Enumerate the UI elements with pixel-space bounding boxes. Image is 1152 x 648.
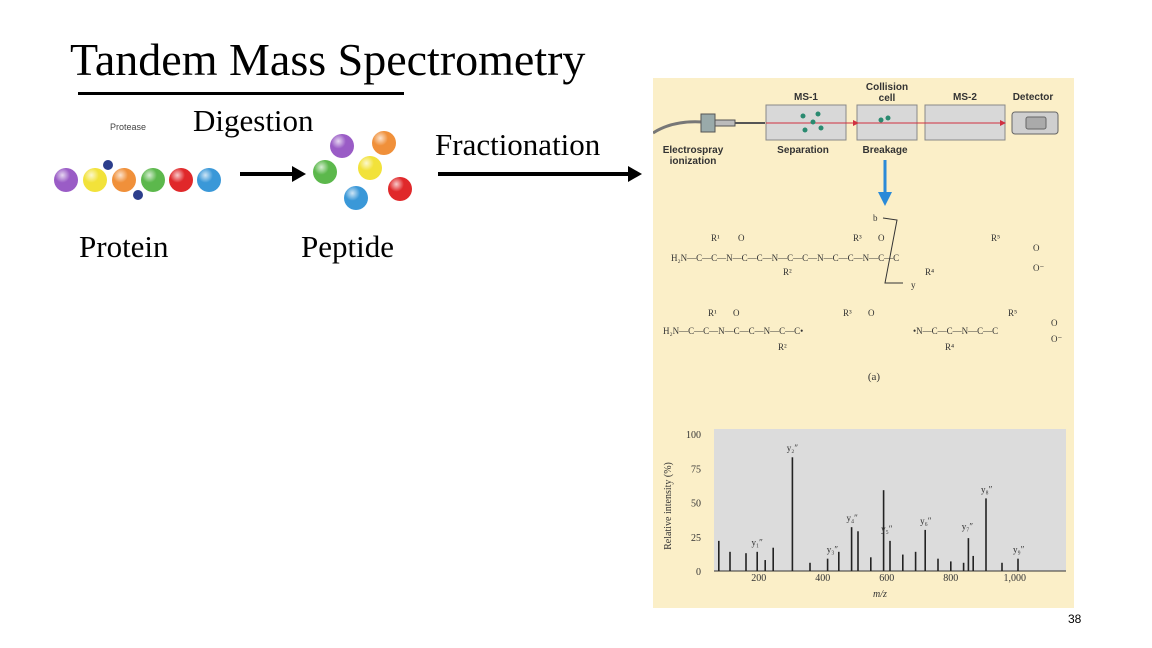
x-axis-label: m/z xyxy=(873,589,887,600)
y-tick-label: 25 xyxy=(691,533,701,544)
x-tick-label: 400 xyxy=(815,573,830,584)
protein-chain xyxy=(54,160,221,200)
digestion-label: Digestion xyxy=(193,103,314,138)
svg-text:O: O xyxy=(733,308,740,318)
svg-text:H₂N—C—C—N—C—C—N—C—C—N—C—C—N—C—: H₂N—C—C—N—C—C—N—C—C—N—C—C—N—C—C xyxy=(671,253,899,263)
slide-title: Tandem Mass Spectrometry xyxy=(70,34,586,85)
electrospray-nozzle xyxy=(700,113,716,133)
panel-label: (a) xyxy=(868,371,881,383)
peak-annotation: y₃″ xyxy=(827,545,839,555)
peptide-label: Peptide xyxy=(301,229,394,264)
svg-text:MS-2: MS-2 xyxy=(953,92,977,103)
svg-text:H₂N—C—C—N—C—C—N—C—C•: H₂N—C—C—N—C—C—N—C—C• xyxy=(663,326,803,336)
x-tick-label: 1,000 xyxy=(1004,573,1027,584)
y-tick-label: 100 xyxy=(686,430,701,441)
y-tick-label: 50 xyxy=(691,499,701,510)
svg-text:R¹: R¹ xyxy=(711,233,720,243)
svg-text:Breakage: Breakage xyxy=(862,145,907,156)
peak-annotation: y₈″ xyxy=(981,484,993,494)
svg-text:Collision: Collision xyxy=(866,82,908,93)
svg-text:R³: R³ xyxy=(843,308,852,318)
breakage-arrow xyxy=(878,160,892,206)
svg-text:cell: cell xyxy=(879,93,896,104)
svg-text:Detector: Detector xyxy=(1013,92,1054,103)
protease-dot xyxy=(103,160,113,170)
peak-annotation: y₇″ xyxy=(962,521,974,531)
svg-text:O: O xyxy=(738,233,745,243)
svg-text:O⁻: O⁻ xyxy=(1051,334,1062,344)
instrument-schematic: MS-1 Collision cell MS-2 Detector Electr… xyxy=(652,82,1059,167)
svg-text:R²: R² xyxy=(783,267,792,277)
ms-figure-svg: MS-1 Collision cell MS-2 Detector Electr… xyxy=(652,82,1066,600)
digestion-arrow xyxy=(240,166,306,182)
svg-text:•N—C—C—N—C—C: •N—C—C—N—C—C xyxy=(913,326,998,336)
peak-annotation: y₁″ xyxy=(752,538,764,548)
fractionation-label: Fractionation xyxy=(435,127,601,162)
svg-text:y: y xyxy=(911,280,916,290)
peptide-cluster xyxy=(313,131,412,210)
svg-text:Electrospray: Electrospray xyxy=(663,145,724,156)
svg-text:MS-1: MS-1 xyxy=(794,92,818,103)
protein-label: Protein xyxy=(79,229,169,264)
peak-annotation: y₅″ xyxy=(881,524,893,534)
svg-text:O: O xyxy=(868,308,875,318)
ms2-spectrum-chart: Relative intensity (%) m/z 0 25 50 75 100 20… xyxy=(663,429,1066,600)
workflow-diagram xyxy=(54,131,642,210)
peak-annotation: y₉″ xyxy=(1013,545,1025,555)
peptide-structures: b y H₂N—C—C—N—C—C—N—C—C—N—C—C—N—C—C R¹ O … xyxy=(663,213,1062,352)
title-underline xyxy=(78,92,404,95)
y-tick-label: 75 xyxy=(691,464,701,475)
page-number: 38 xyxy=(1068,612,1082,626)
ms-figure: MS-1 Collision cell MS-2 Detector Electr… xyxy=(652,78,1074,608)
protease-label: Protease xyxy=(110,122,147,132)
svg-text:Separation: Separation xyxy=(777,145,829,156)
svg-text:R¹: R¹ xyxy=(708,308,717,318)
svg-text:O: O xyxy=(1051,318,1058,328)
peak-annotation: y₂″ xyxy=(787,443,799,453)
x-tick-label: 200 xyxy=(751,573,766,584)
protease-dot xyxy=(133,190,143,200)
peak-annotation: y₆″ xyxy=(920,516,932,526)
svg-text:R⁴: R⁴ xyxy=(945,342,954,352)
svg-text:R⁴: R⁴ xyxy=(925,267,934,277)
svg-text:ionization: ionization xyxy=(670,156,717,167)
svg-text:R²: R² xyxy=(778,342,787,352)
svg-text:R⁵: R⁵ xyxy=(1008,308,1017,318)
y-tick-label: 0 xyxy=(696,567,701,578)
fractionation-arrow xyxy=(438,166,642,182)
svg-text:R³: R³ xyxy=(853,233,862,243)
svg-text:O: O xyxy=(1033,243,1040,253)
svg-text:R⁵: R⁵ xyxy=(991,233,1000,243)
peak-annotation: y₄″ xyxy=(847,513,859,523)
x-tick-label: 800 xyxy=(943,573,958,584)
x-tick-label: 600 xyxy=(879,573,894,584)
svg-text:b: b xyxy=(873,213,878,223)
y-axis-label: Relative intensity (%) xyxy=(663,462,674,550)
svg-text:O⁻: O⁻ xyxy=(1033,263,1044,273)
svg-text:O: O xyxy=(878,233,885,243)
